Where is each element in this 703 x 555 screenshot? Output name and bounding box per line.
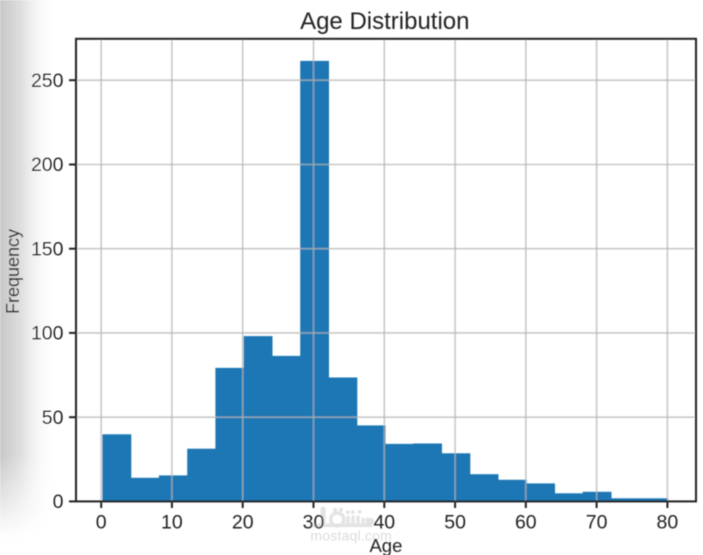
svg-text:80: 80 [657, 512, 679, 534]
svg-text:Frequency: Frequency [3, 229, 23, 314]
svg-text:0: 0 [96, 512, 107, 534]
svg-text:30: 30 [303, 512, 325, 534]
svg-text:0: 0 [53, 491, 64, 513]
svg-text:mostaql.com: mostaql.com [310, 528, 392, 544]
svg-text:150: 150 [31, 238, 64, 260]
svg-text:50: 50 [42, 407, 64, 429]
svg-text:100: 100 [31, 323, 64, 345]
svg-text:Age Distribution: Age Distribution [300, 8, 469, 35]
svg-text:40: 40 [373, 512, 395, 534]
svg-text:70: 70 [586, 512, 608, 534]
svg-text:200: 200 [31, 154, 64, 176]
svg-text:250: 250 [31, 70, 64, 92]
svg-text:20: 20 [232, 512, 254, 534]
svg-text:Age: Age [369, 535, 402, 555]
svg-text:60: 60 [515, 512, 537, 534]
svg-text:50: 50 [444, 512, 466, 534]
svg-text:10: 10 [161, 512, 183, 534]
